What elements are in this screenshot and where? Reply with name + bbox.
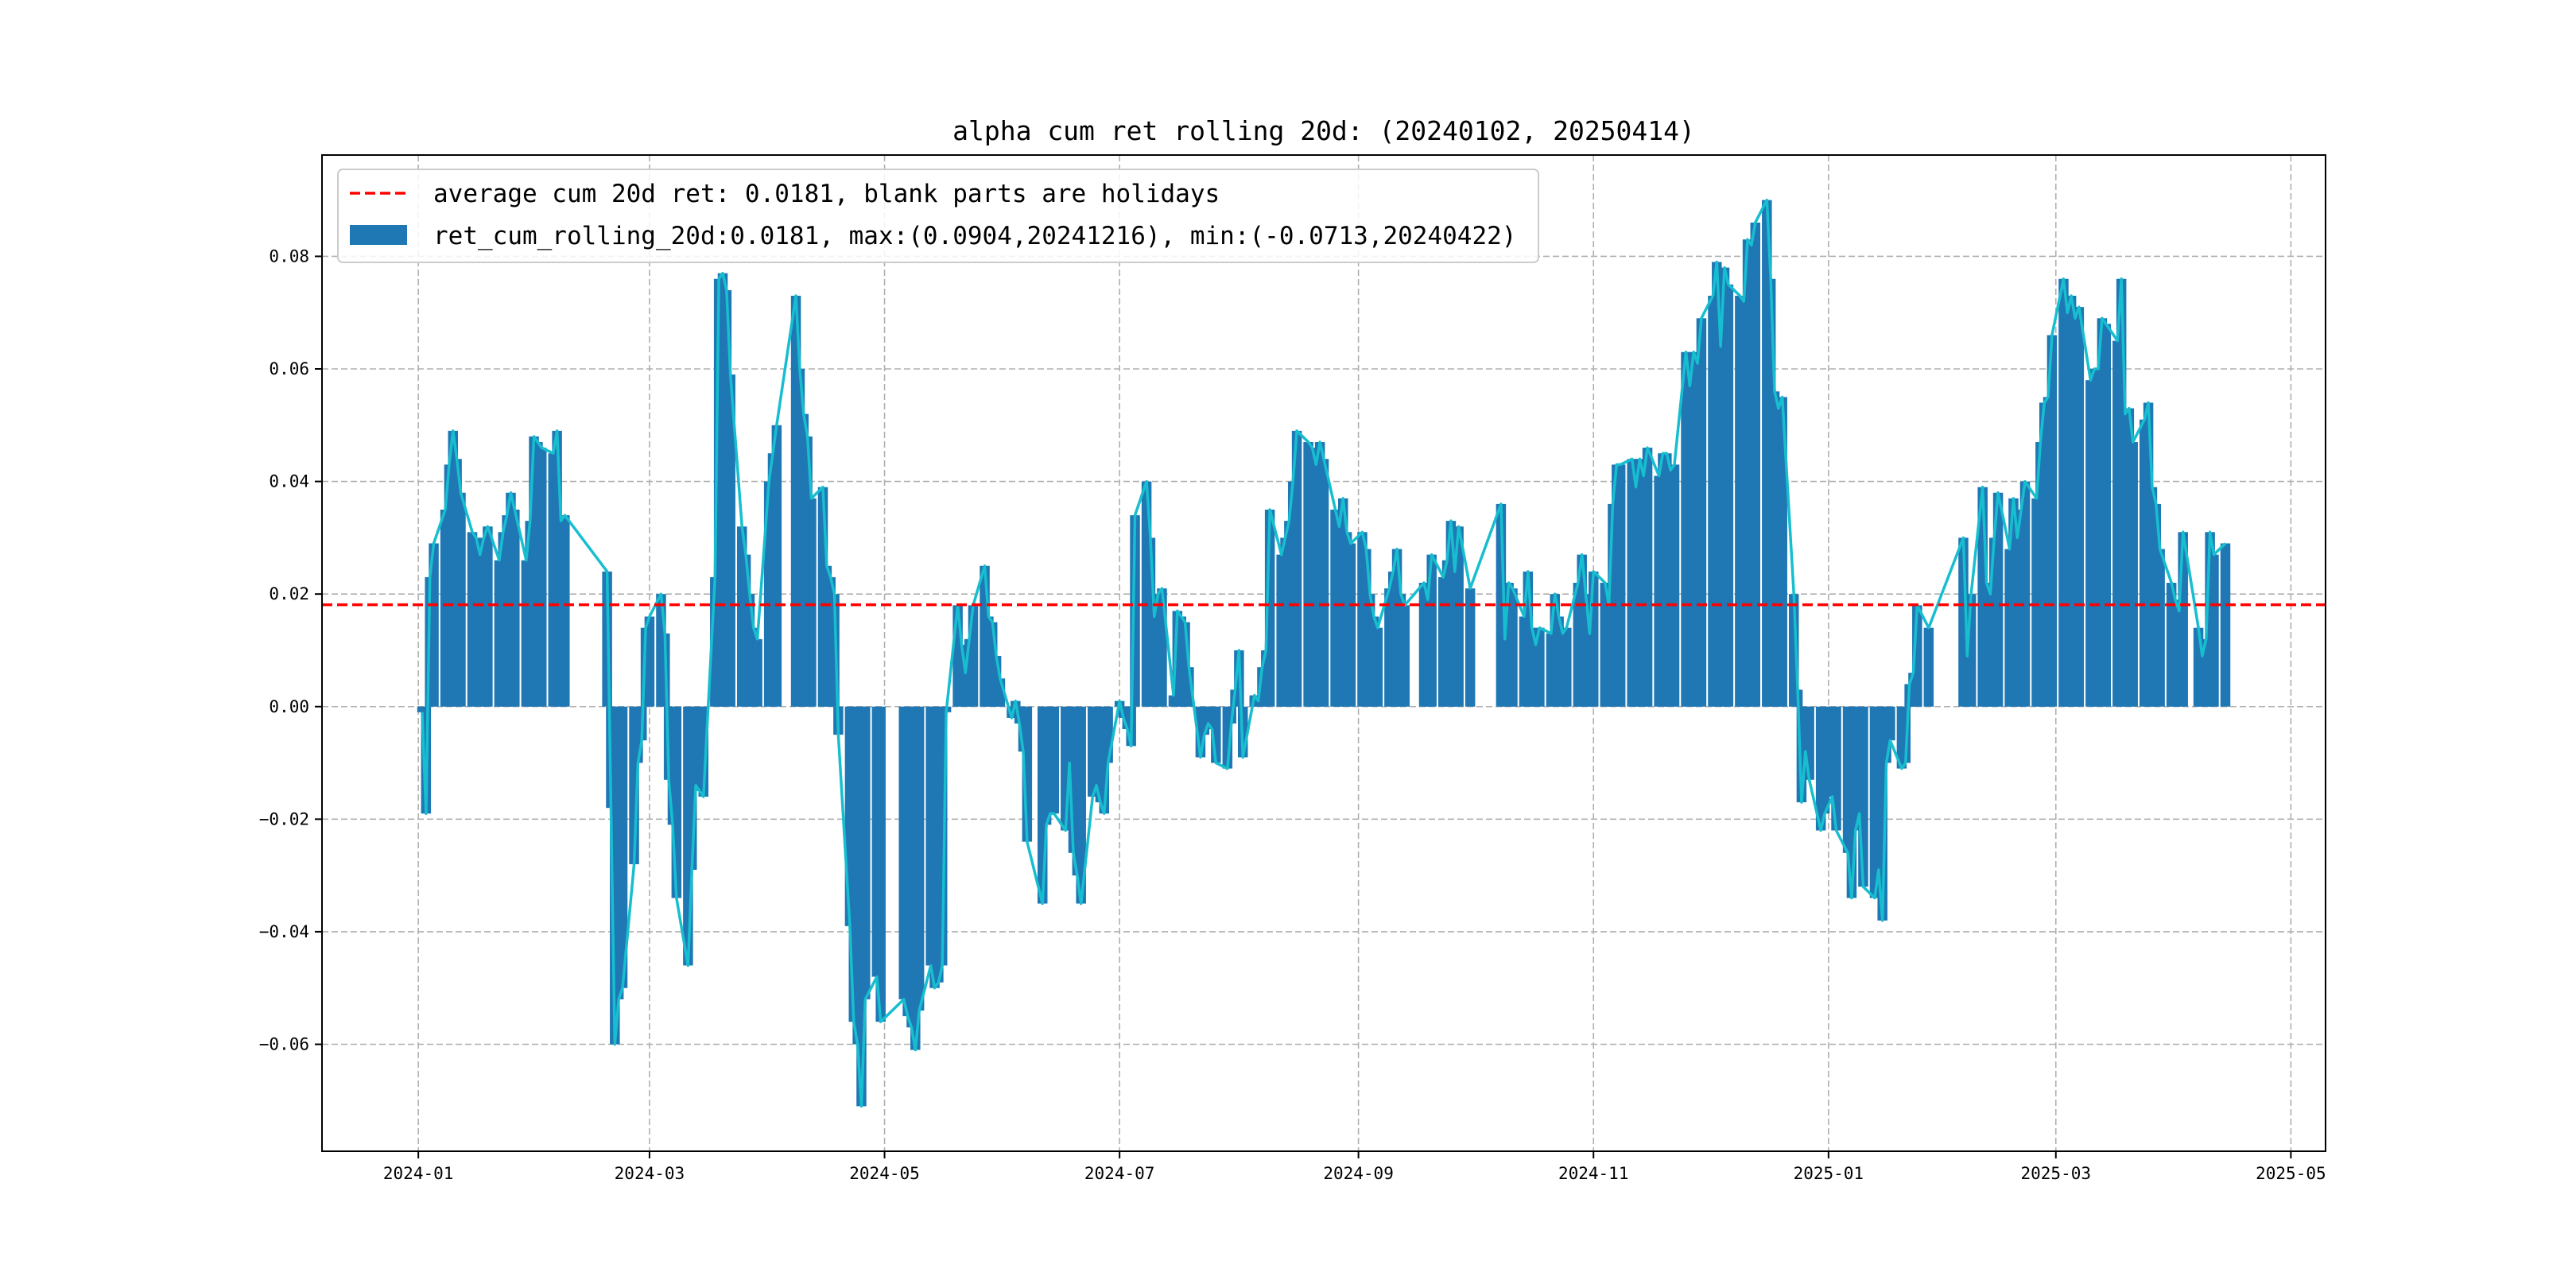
bar xyxy=(1103,706,1113,763)
bar xyxy=(1819,706,1830,814)
bar xyxy=(2220,543,2231,707)
bar xyxy=(1923,627,1934,707)
bar xyxy=(860,706,871,999)
bar xyxy=(1804,706,1814,780)
x-tick-label: 2024-09 xyxy=(1323,1164,1394,1183)
x-tick-label: 2025-01 xyxy=(1794,1164,1864,1183)
bar xyxy=(644,616,655,707)
bar xyxy=(1157,588,1167,707)
bar xyxy=(1750,222,1761,707)
bar xyxy=(1291,430,1302,707)
x-tick-label: 2024-05 xyxy=(849,1164,920,1183)
y-tick-label: 0.00 xyxy=(269,697,309,716)
x-tick-label: 2025-05 xyxy=(2256,1164,2326,1183)
bar xyxy=(2209,554,2219,707)
bar xyxy=(875,706,886,1022)
legend-series-label: ret_cum_rolling_20d:0.0181, max:(0.0904,… xyxy=(433,222,1516,250)
bar xyxy=(2101,324,2112,707)
legend: average cum 20d ret: 0.0181, blank parts… xyxy=(337,169,1539,263)
bar xyxy=(617,706,628,988)
bar-series xyxy=(417,200,2231,1107)
bar xyxy=(752,638,762,707)
bar xyxy=(560,515,570,707)
bar xyxy=(725,374,735,707)
bar xyxy=(456,492,466,707)
y-tick-label: 0.06 xyxy=(269,359,309,378)
series-line xyxy=(421,198,2227,1108)
bar xyxy=(1399,605,1410,707)
bar xyxy=(1318,459,1329,707)
bar xyxy=(536,448,547,707)
bar xyxy=(2019,481,2031,707)
bar xyxy=(1562,627,1572,707)
bar xyxy=(1076,706,1086,904)
y-tick-label: −0.04 xyxy=(259,922,309,941)
bar xyxy=(1345,543,1356,707)
bar xyxy=(1615,464,1626,707)
bar xyxy=(914,706,925,1011)
bar xyxy=(1885,706,1895,741)
y-tick-label: −0.06 xyxy=(259,1034,309,1053)
y-tick-label: 0.02 xyxy=(269,584,309,603)
bar xyxy=(1465,588,1476,707)
bar xyxy=(1426,554,1437,707)
bar xyxy=(1642,448,1653,707)
y-axis: −0.06 −0.04 −0.02 0.00 0.02 0.04 0.06 0.08 xyxy=(259,246,322,1053)
bar xyxy=(1507,588,1518,707)
bar xyxy=(429,543,439,707)
bar xyxy=(1992,492,2004,707)
x-tick-label: 2024-11 xyxy=(1558,1164,1629,1183)
bar xyxy=(806,498,817,707)
bar xyxy=(1049,706,1060,814)
bar xyxy=(1534,627,1545,707)
bar xyxy=(1777,397,1787,707)
x-axis: 2024-01 2024-03 2024-05 2024-07 2024-09 2024-… xyxy=(383,1151,2326,1183)
y-tick-label: 0.04 xyxy=(269,472,309,491)
bar xyxy=(968,605,979,707)
x-tick-label: 2024-01 xyxy=(383,1164,454,1183)
bar xyxy=(671,706,682,898)
line-series-group xyxy=(421,198,2227,1108)
chart-title: alpha cum ret rolling 20d: (20240102, 20… xyxy=(952,115,1695,146)
bar xyxy=(510,509,520,707)
legend-box xyxy=(337,169,1539,263)
bar xyxy=(1858,706,1868,887)
bar xyxy=(2074,307,2085,707)
bar xyxy=(2155,549,2165,707)
bar xyxy=(483,526,493,707)
bar xyxy=(1723,284,1734,707)
y-tick-label: −0.02 xyxy=(259,809,309,828)
bar xyxy=(1372,627,1383,707)
y-tick-label: 0.08 xyxy=(269,246,309,266)
x-tick-label: 2024-03 xyxy=(615,1164,685,1183)
bar xyxy=(2128,442,2138,707)
legend-average-label: average cum 20d ret: 0.0181, blank parts… xyxy=(433,180,1220,208)
x-tick-label: 2025-03 xyxy=(2021,1164,2092,1183)
bar xyxy=(1696,318,1707,707)
bar xyxy=(2046,335,2058,707)
bar xyxy=(771,425,782,707)
legend-bar-swatch xyxy=(350,225,407,245)
x-tick-label: 2024-07 xyxy=(1084,1164,1155,1183)
bar xyxy=(1669,464,1680,707)
plot-frame xyxy=(321,154,2326,1152)
